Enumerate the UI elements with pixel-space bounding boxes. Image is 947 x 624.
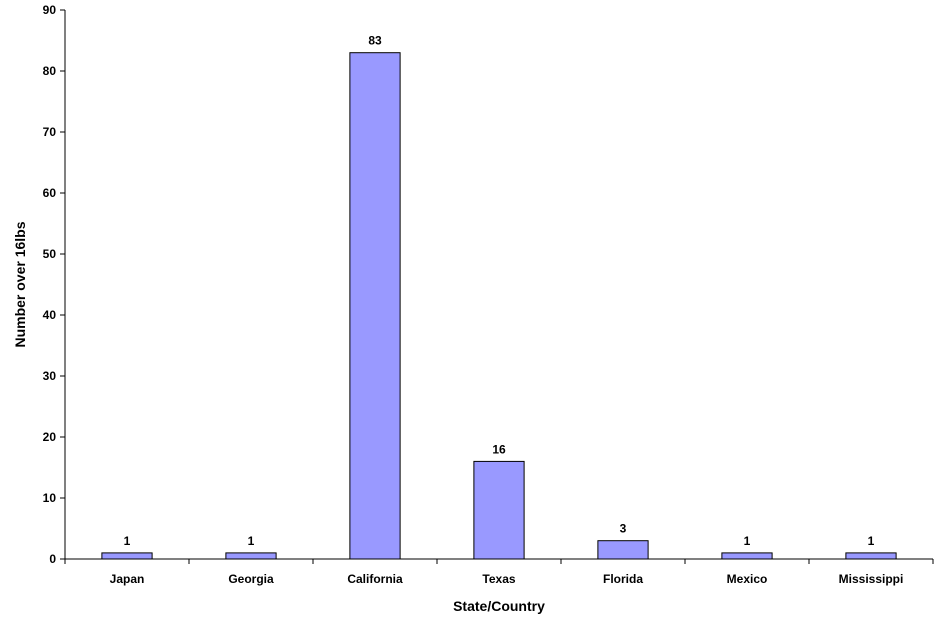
bar-mexico xyxy=(721,552,773,560)
bar-california xyxy=(349,52,401,560)
data-label: 1 xyxy=(868,534,875,548)
bar-florida xyxy=(597,540,649,560)
x-tick-label: Mexico xyxy=(727,572,768,586)
bar-texas xyxy=(473,460,525,560)
y-tick-label: 50 xyxy=(43,247,57,261)
bar-japan xyxy=(101,552,153,560)
y-tick-label: 80 xyxy=(43,64,57,78)
data-labels-layer: 1 1 83 16 3 1 1 xyxy=(124,34,875,548)
data-label: 1 xyxy=(248,534,255,548)
x-tick-label: Georgia xyxy=(228,572,274,586)
data-label: 1 xyxy=(124,534,131,548)
y-tick-label: 10 xyxy=(43,491,57,505)
x-tick-label: Texas xyxy=(482,572,515,586)
data-label: 1 xyxy=(744,534,751,548)
data-label: 83 xyxy=(368,34,382,48)
data-label: 16 xyxy=(492,442,506,456)
x-tick-label: Japan xyxy=(110,572,145,586)
y-tick-label: 60 xyxy=(43,186,57,200)
data-label: 3 xyxy=(620,522,627,536)
bar-georgia xyxy=(225,552,277,560)
ticks-layer: 0 10 20 30 40 50 60 70 80 90 Japan Georgia Californi… xyxy=(43,3,934,586)
y-axis-title: Number over 16lbs xyxy=(12,221,28,347)
bars-layer xyxy=(101,52,897,560)
y-tick-label: 90 xyxy=(43,3,57,17)
axes-layer xyxy=(64,10,933,560)
x-axis-title: State/Country xyxy=(453,598,545,614)
y-tick-label: 20 xyxy=(43,430,57,444)
x-tick-label: Mississippi xyxy=(839,572,904,586)
y-tick-label: 0 xyxy=(49,552,56,566)
x-tick-label: Florida xyxy=(603,572,643,586)
y-tick-label: 40 xyxy=(43,308,57,322)
bar-mississippi xyxy=(845,552,897,560)
y-tick-label: 70 xyxy=(43,125,57,139)
x-tick-label: California xyxy=(347,572,403,586)
y-tick-label: 30 xyxy=(43,369,57,383)
